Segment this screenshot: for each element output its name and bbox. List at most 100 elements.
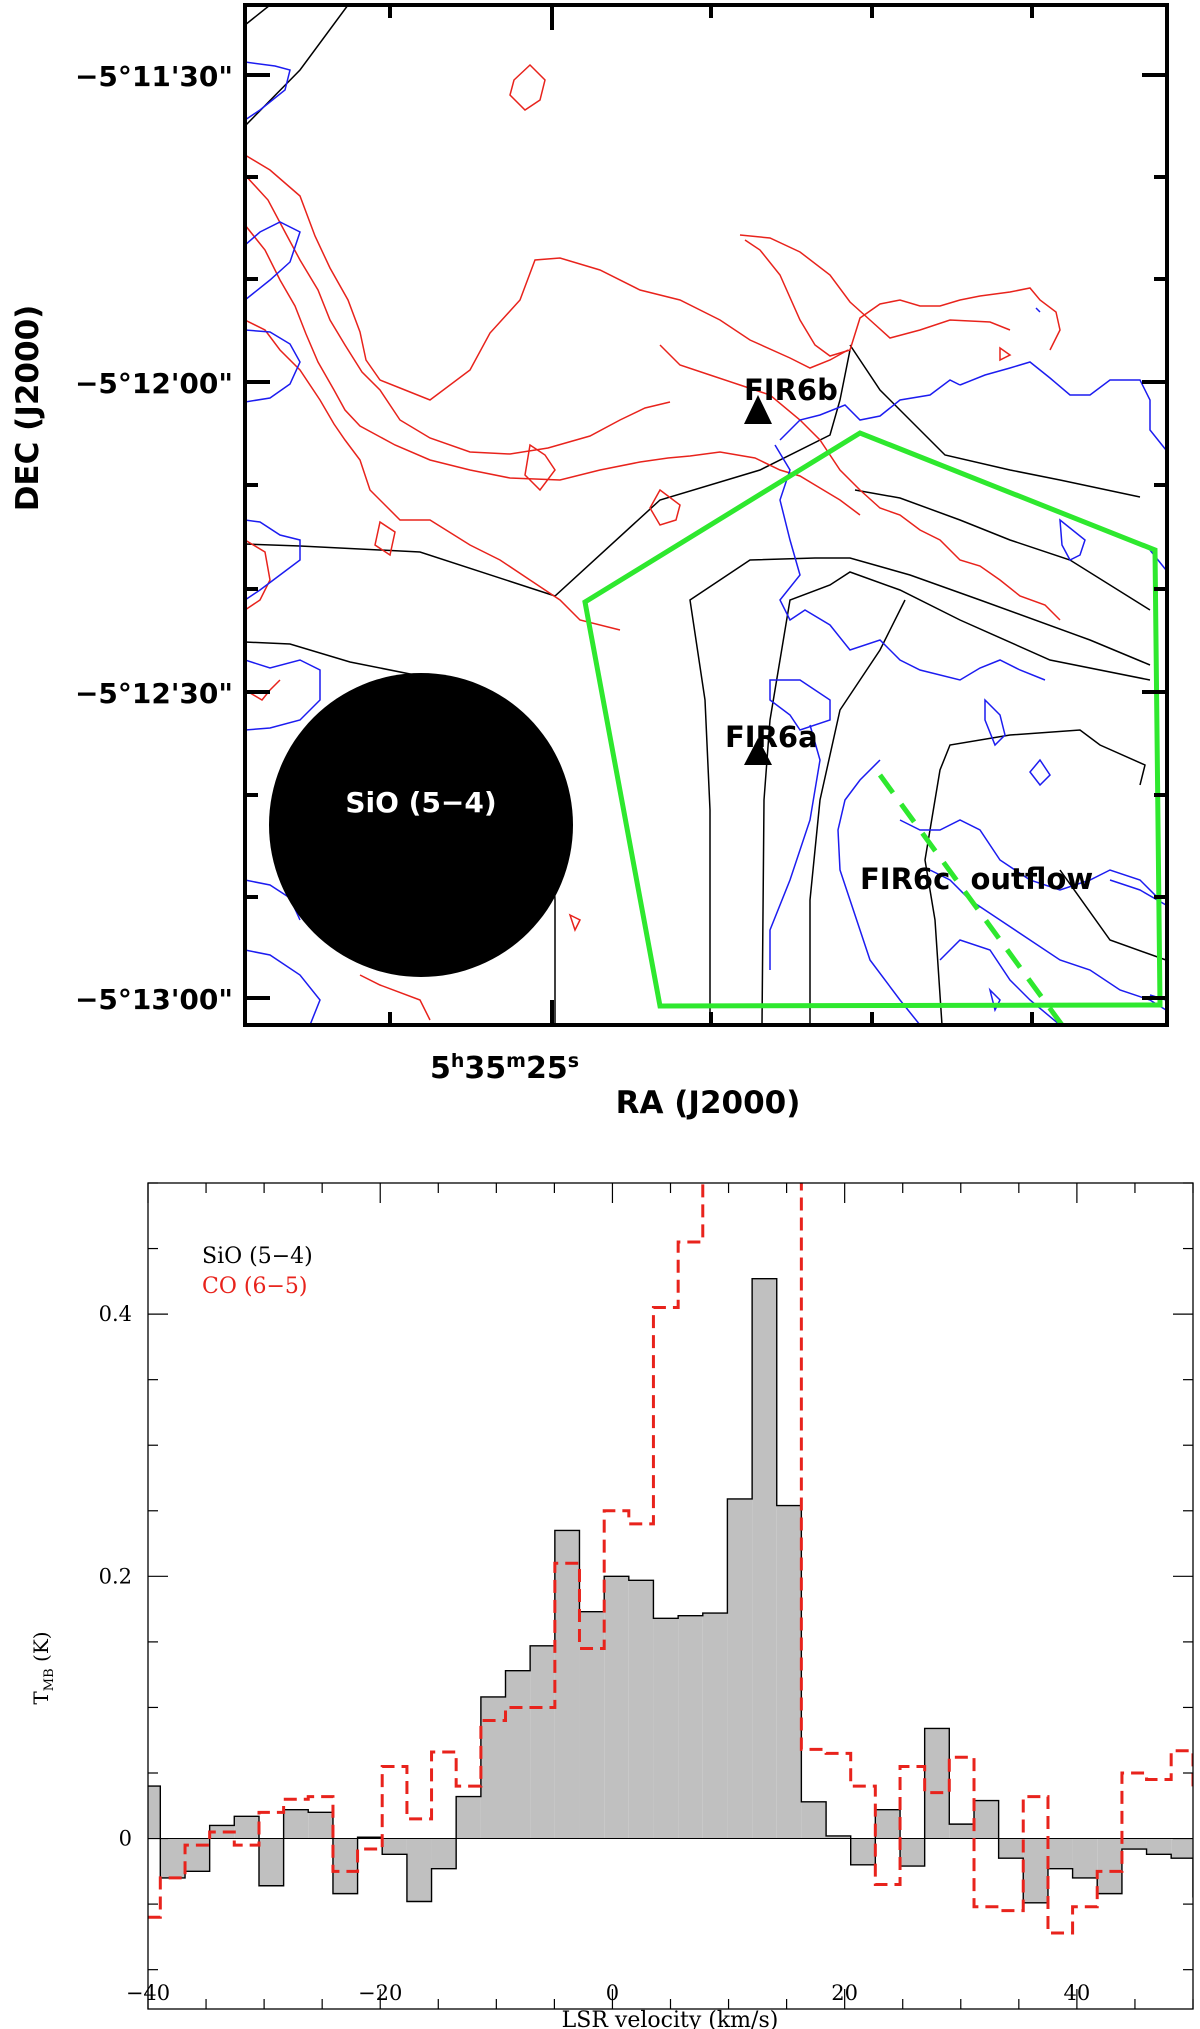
y-tick-label: 0 <box>119 1827 132 1851</box>
sio-bar <box>1023 1838 1048 1903</box>
blue-contour <box>939 939 1061 1025</box>
red-contour <box>245 224 861 516</box>
ra-tick-label: 5h35m25s <box>430 1050 579 1086</box>
black-contour <box>854 489 1151 611</box>
red-contour <box>245 154 849 401</box>
sio-bar <box>875 1809 901 1839</box>
sio-bar <box>1072 1838 1098 1878</box>
sio-bar <box>554 1530 580 1839</box>
red-contour <box>999 346 1012 362</box>
black-contour <box>689 557 1151 1025</box>
black-contour <box>1059 869 1167 961</box>
dec-tick-label: −5°11'30" <box>75 60 233 93</box>
blue-contour <box>837 759 921 1025</box>
sio-bar <box>480 1696 506 1839</box>
sio-bar <box>209 1825 235 1839</box>
spectrum-panel: −40 −20 0 20 40 0 0.2 0.4 SiO (5−4) CO (6−5) LS… <box>29 1182 1194 2029</box>
sio-bar <box>998 1838 1024 1859</box>
dec-tick-label: −5°12'30" <box>75 677 233 710</box>
fir6a-marker <box>744 738 772 765</box>
red-contour <box>509 63 546 111</box>
sio-bar <box>974 1800 999 1839</box>
map-frame <box>243 3 1169 1027</box>
red-contour <box>374 520 396 557</box>
x-tick-label: 20 <box>831 1981 858 2005</box>
sio-bar <box>530 1645 555 1839</box>
sio-bar <box>406 1838 432 1902</box>
red-contour <box>739 234 1011 339</box>
red-contour <box>245 679 281 701</box>
x-tick-label: 0 <box>606 1981 619 2005</box>
black-contour <box>924 729 1146 1025</box>
sio-bar <box>653 1618 679 1839</box>
sio-bar <box>332 1838 358 1894</box>
x-tick-label: 40 <box>1064 1981 1091 2005</box>
x-tick-label: −20 <box>358 1981 402 2005</box>
blue-contour <box>245 221 301 301</box>
sio-bar <box>234 1816 260 1839</box>
blue-contour <box>769 724 821 970</box>
sio-bar <box>456 1796 481 1839</box>
black-contour <box>849 344 1141 498</box>
sio-bar <box>505 1670 531 1839</box>
black-contour <box>245 349 851 597</box>
sio-bar <box>678 1615 703 1839</box>
red-contour <box>659 344 1061 621</box>
blue-contour <box>245 519 301 601</box>
fir6b-label: FIR6b <box>744 373 838 407</box>
sio-bar <box>801 1801 827 1839</box>
red-contour <box>245 539 271 611</box>
sio-bar <box>850 1838 876 1865</box>
sio-bar <box>1121 1838 1147 1850</box>
sio-bar <box>1047 1838 1073 1869</box>
blue-contour <box>1149 549 1167 571</box>
blue-contour <box>1035 307 1041 313</box>
dec-tick-label: −5°12'00" <box>75 367 233 400</box>
sio-bar <box>579 1611 605 1839</box>
blue-contour <box>774 444 1046 681</box>
spectrum-x-axis-title: LSR velocity (km/s) <box>562 2008 779 2029</box>
y-tick-label: 0.2 <box>99 1564 132 1588</box>
blue-contour <box>1029 758 1051 787</box>
blue-contour <box>769 679 831 731</box>
green-region-polygon <box>582 430 1163 1009</box>
spectrum-plot-area <box>148 1183 1193 1935</box>
blue-contour <box>245 659 321 731</box>
red-contour <box>524 443 556 492</box>
sio-bar <box>924 1728 950 1839</box>
blue-contour <box>245 61 291 121</box>
fir6a-label: FIR6a <box>725 720 818 754</box>
sio-bar <box>148 1786 161 1839</box>
sio-bar <box>628 1580 654 1839</box>
ra-axis-title: RA (J2000) <box>616 1085 801 1121</box>
outflow-label: FIR6c outflow <box>860 862 1093 896</box>
sio-bar <box>431 1838 457 1869</box>
sio-bar <box>382 1838 407 1855</box>
sio-bar <box>826 1835 851 1839</box>
sio-bar <box>949 1824 975 1839</box>
sio-bar <box>727 1498 753 1839</box>
blue-contour <box>984 698 1006 747</box>
beam-label: SiO (5−4) <box>345 786 496 819</box>
red-contour <box>245 319 621 631</box>
blue-contour <box>779 379 961 441</box>
sio-bar <box>1146 1838 1172 1855</box>
sio-bar <box>283 1809 309 1839</box>
beam-circle <box>269 673 573 977</box>
black-contour <box>245 5 349 127</box>
sio-bar <box>1097 1838 1122 1894</box>
blue-contour <box>245 949 321 1025</box>
dec-tick-label: −5°13'00" <box>75 983 233 1016</box>
red-contour <box>744 239 1061 357</box>
red-contour <box>359 974 431 1021</box>
sio-bar <box>776 1505 802 1839</box>
sio-bar <box>900 1838 925 1867</box>
sio-bar <box>604 1576 629 1839</box>
co-step-line <box>148 1183 1193 1935</box>
sio-bar <box>1171 1838 1193 1859</box>
y-tick-label: 0.4 <box>99 1302 132 1326</box>
map-ticks <box>245 5 1167 1025</box>
x-tick-label: −40 <box>126 1981 170 2005</box>
blue-contour <box>899 819 1161 901</box>
